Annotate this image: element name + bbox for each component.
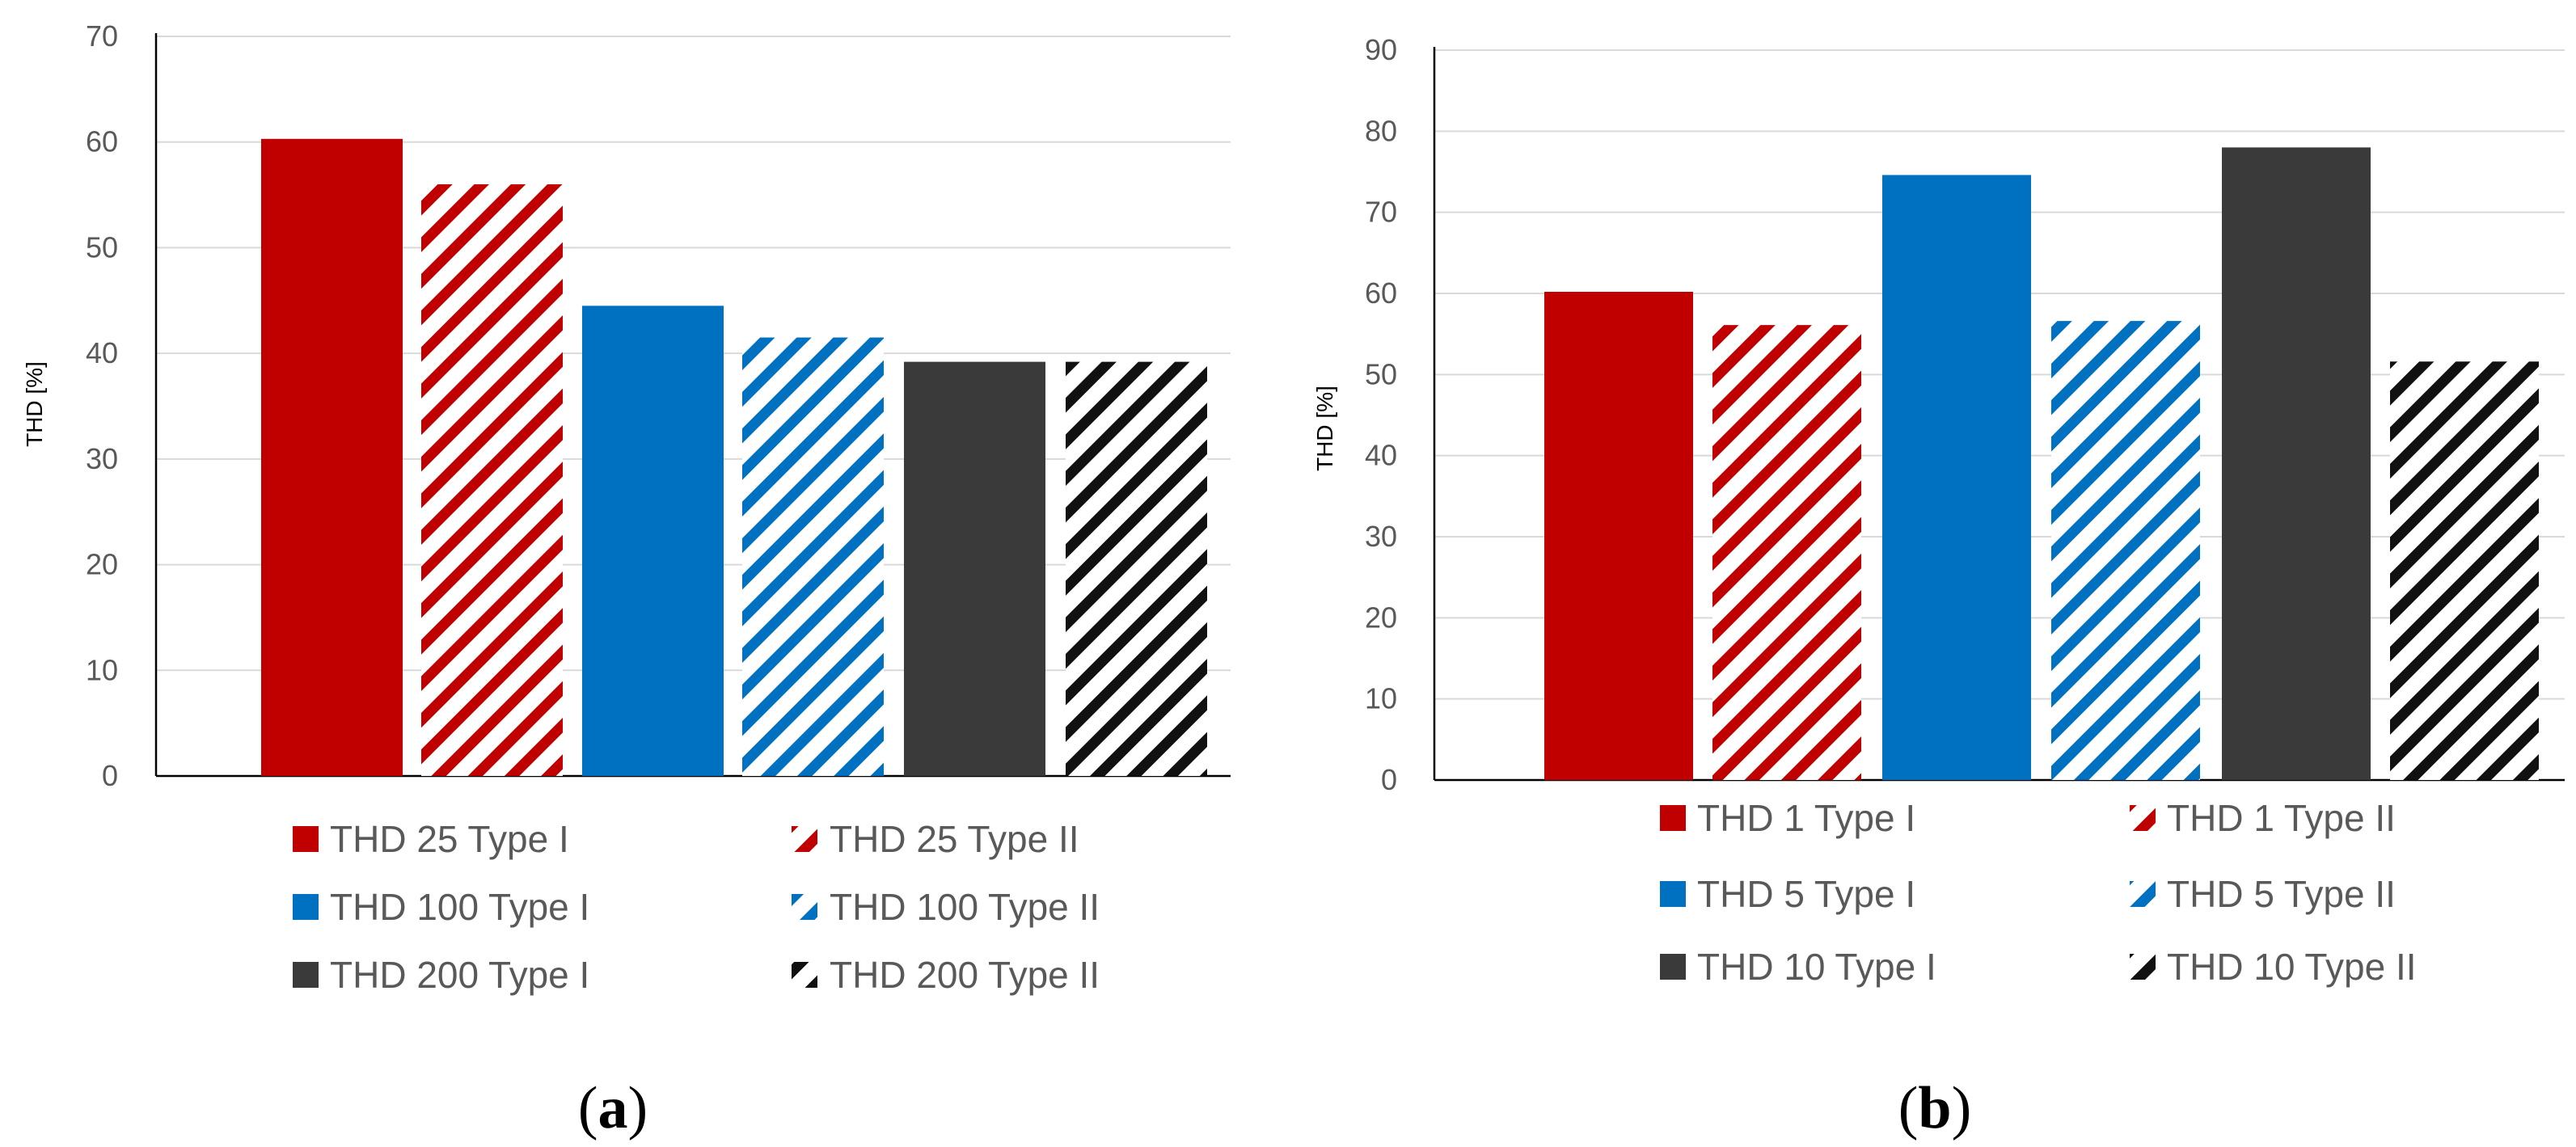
y-tick-label: 50 [86, 230, 118, 264]
bar [582, 306, 724, 777]
legend-swatch [1660, 805, 1686, 831]
y-tick-label: 0 [1381, 763, 1397, 796]
legend-swatch [792, 962, 817, 988]
legend-label: THD 25 Type II [830, 818, 1079, 860]
legend-label: THD 10 Type II [2167, 946, 2417, 988]
y-tick-label: 70 [1365, 196, 1397, 229]
y-tick-label: 20 [1365, 601, 1397, 634]
legend-swatch [293, 962, 319, 988]
bar [2390, 361, 2539, 780]
y-tick-label: 30 [86, 442, 118, 475]
bar [1712, 325, 1861, 780]
legend-label: THD 10 Type I [1697, 946, 1936, 988]
legend-label: THD 200 Type II [830, 954, 1100, 996]
y-axis-label-b: THD [%] [1312, 386, 1337, 471]
legend-swatch [293, 894, 319, 920]
legend-swatch [1660, 954, 1686, 980]
legend-swatch [792, 826, 817, 852]
panel-label-a: (a) [578, 1075, 648, 1141]
legend-swatch [1660, 881, 1686, 907]
legend-label: THD 1 Type II [2167, 797, 2396, 839]
legend-label: THD 200 Type I [330, 954, 589, 996]
legend-label: THD 100 Type I [330, 886, 589, 928]
y-tick-label: 90 [1365, 33, 1397, 66]
bar [261, 138, 403, 777]
legend-a: THD 25 Type I THD 25 Type II THD 100 Type … [293, 818, 1100, 996]
y-tick-label: 50 [1365, 357, 1397, 390]
bar [1544, 291, 1693, 780]
y-tick-label: 60 [86, 125, 118, 158]
y-axis-label-a: THD [%] [22, 361, 47, 447]
y-tick-label: 60 [1365, 276, 1397, 310]
legend-b: THD 1 Type I THD 1 Type II THD 5 Type I THD… [1660, 797, 2417, 988]
panel-label-b-text: b [1918, 1075, 1951, 1141]
bar [904, 361, 1045, 777]
y-tick-label: 10 [86, 653, 118, 686]
legend-swatch [293, 826, 319, 852]
legend-label: THD 25 Type I [330, 818, 569, 860]
legend-label: THD 5 Type II [2167, 873, 2396, 915]
y-tick-label: 30 [1365, 520, 1397, 553]
y-ticks-a: 0 10 20 30 40 50 60 70 [86, 19, 118, 792]
y-tick-label: 80 [1365, 114, 1397, 147]
y-ticks-b: 0 10 20 30 40 50 60 70 80 90 [1365, 33, 1397, 796]
legend-label: THD 5 Type I [1697, 873, 1915, 915]
legend-swatch [2130, 954, 2156, 980]
bar [421, 184, 563, 776]
y-tick-label: 10 [1365, 682, 1397, 715]
y-tick-label: 70 [86, 19, 118, 53]
bars-a [261, 138, 1207, 777]
y-tick-label: 40 [1365, 439, 1397, 472]
bar [2222, 147, 2371, 780]
legend-label: THD 100 Type II [830, 886, 1100, 928]
bar [1066, 361, 1207, 777]
legend-swatch [2130, 881, 2156, 907]
panel-label-a-text: a [598, 1075, 628, 1141]
bar [1882, 175, 2031, 781]
y-tick-label: 40 [86, 336, 118, 369]
y-tick-label: 0 [102, 759, 118, 792]
panel-label-b: (b) [1898, 1075, 1971, 1141]
legend-label: THD 1 Type I [1697, 797, 1915, 839]
y-tick-label: 20 [86, 548, 118, 581]
bars-b [1544, 147, 2539, 781]
bar [742, 337, 884, 776]
bar [2051, 321, 2200, 780]
legend-swatch [2130, 805, 2156, 831]
chart-panel-b: 0 10 20 30 40 50 60 70 80 90 THD [%] THD 1 Type I… [1312, 33, 2565, 1141]
legend-swatch [792, 894, 817, 920]
